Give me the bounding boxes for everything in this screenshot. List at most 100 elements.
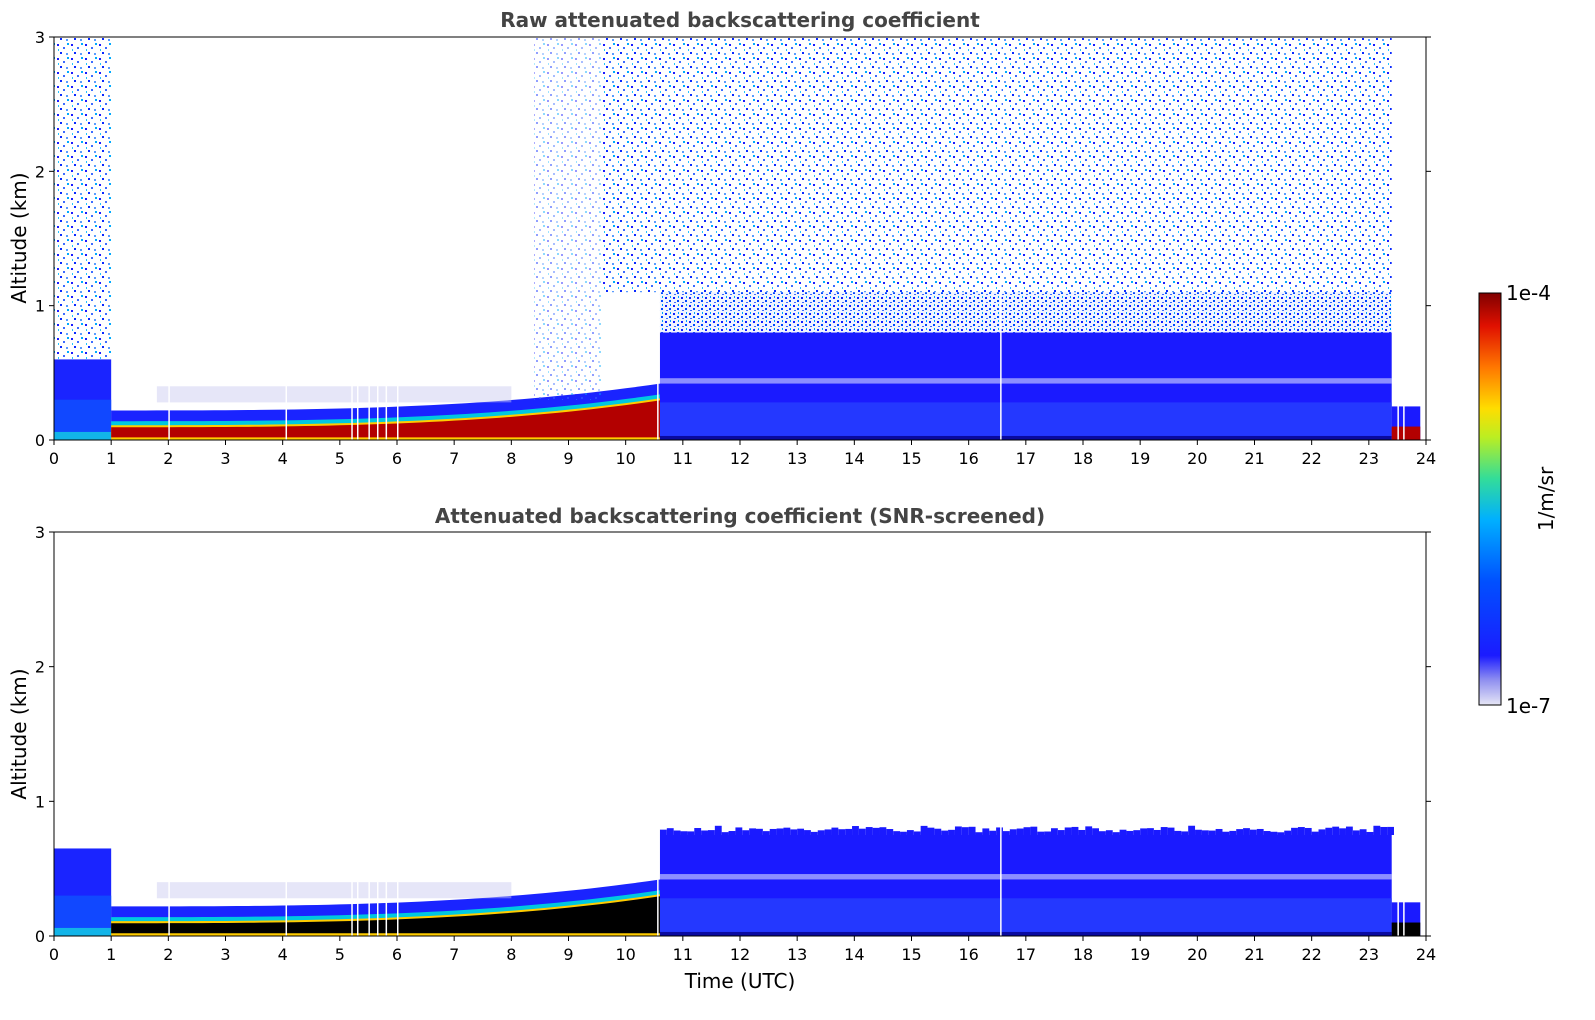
edge-segment [810,831,818,835]
edge-segment [1352,830,1360,835]
data-gap [168,532,170,936]
x-tick-label: 21 [1244,449,1264,468]
data-gap [1403,532,1405,936]
x-axis-label: Time (UTC) [684,969,796,993]
x-tick-label: 15 [901,449,921,468]
noise-transition [534,37,603,400]
colorbar-min-label: 1e-7 [1506,694,1551,718]
x-tick-label: 19 [1130,945,1150,964]
edge-segment [1016,828,1024,835]
data-gap [368,37,370,440]
edge-segment [707,830,715,835]
x-tick-label: 3 [220,449,230,468]
edge-segment [680,831,688,835]
edge-segment [1359,829,1367,835]
data-gap [1397,37,1399,440]
x-tick-label: 14 [844,449,864,468]
edge-segment [838,829,846,835]
edge-segment [975,832,983,835]
edge-segment [673,830,681,835]
edge-segment [1153,829,1161,835]
data-gap [356,532,359,936]
layer-boundary-core [659,402,1392,438]
x-tick-label: 6 [392,449,402,468]
edge-segment [762,831,770,835]
x-tick-label: 8 [506,449,516,468]
data-gap [1000,532,1002,936]
colorbar: 1e-4 1e-7 1/m/sr [1478,281,1558,718]
y-tick-label: 2 [35,658,45,677]
edge-segment [893,831,901,835]
x-tick-label: 18 [1073,449,1093,468]
edge-segment [845,828,853,835]
y-axis: 0 1 2 3 [35,523,1431,946]
edge-segment [961,827,969,835]
edge-segment [701,830,708,835]
edge-segment [1318,829,1326,835]
x-tick-label: 8 [506,945,516,964]
edge-segment [1243,828,1250,835]
edge-segment [886,829,894,835]
layer-surface-base [54,927,112,936]
y-axis: 0 1 2 3 [35,28,1431,450]
x-tick-label: 12 [730,449,750,468]
x-tick-label: 4 [278,449,288,468]
edge-segment [756,828,763,835]
edge-segment [1297,827,1305,835]
x-tick-label: 11 [673,945,693,964]
edge-segment [968,826,976,835]
edge-segment [687,831,695,835]
data-gap [376,532,379,936]
edge-segment [927,827,935,835]
y-tick-label: 3 [35,523,45,542]
edge-segment [1373,825,1381,835]
y-tick-label: 3 [35,28,45,47]
edge-segment [831,827,839,835]
data-gap [657,532,659,936]
data-gap [397,532,399,936]
edge-segment [721,832,729,835]
heatmap-area [54,532,1421,936]
edge-segment [1188,825,1196,835]
edge-segment [1174,830,1182,835]
layer-boundary-base [659,435,1392,440]
x-tick-label: 19 [1130,449,1150,468]
edge-segment [790,829,798,835]
data-gap [168,37,170,440]
edge-segment [1325,827,1333,835]
edge-segment [824,829,832,835]
edge-segment [1236,829,1244,835]
edge-segment [1030,826,1038,835]
edge-segment [900,831,907,835]
y-tick-label: 0 [35,431,45,450]
layer-end-core [1391,922,1421,936]
x-tick-label: 23 [1359,945,1379,964]
x-tick-label: 15 [901,945,921,964]
x-tick-label: 1 [106,945,116,964]
x-tick-label: 5 [335,945,345,964]
data-gap [376,37,379,440]
edge-segment [1064,827,1072,835]
data-gap [385,37,388,440]
edge-segment [1160,827,1168,835]
x-tick-label: 6 [392,945,402,964]
edge-segment [872,827,880,835]
edge-segment [1002,831,1010,835]
edge-segment [1304,827,1312,835]
x-tick-label: 7 [449,945,459,964]
y-tick-label: 2 [35,162,45,181]
noise-upper [602,37,1392,293]
x-tick-label: 18 [1073,945,1093,964]
chart-title: Raw attenuated backscattering coefficien… [500,8,980,32]
edge-segment [1263,831,1271,835]
x-tick-label: 10 [615,945,635,964]
residual-layer [156,386,512,403]
edge-segment [1023,827,1031,835]
edge-segment [1126,830,1134,835]
edge-segment [1167,827,1175,835]
edge-segment [1311,831,1319,835]
x-tick-label: 20 [1187,945,1207,964]
x-tick-label: 10 [615,449,635,468]
edge-segment [817,830,825,835]
